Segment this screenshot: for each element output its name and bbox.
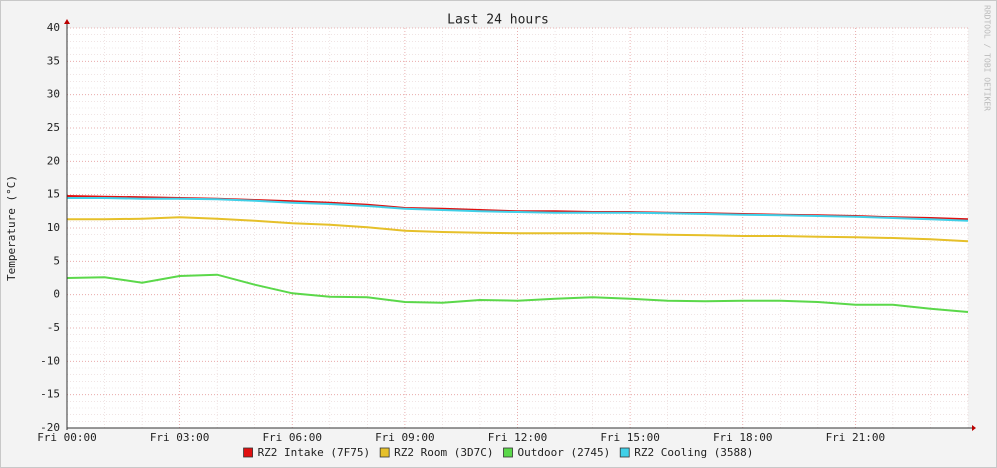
y-tick-label: 15	[47, 188, 60, 201]
chart-title: Last 24 hours	[447, 13, 549, 28]
x-tick-label: Fri 18:00	[713, 431, 773, 444]
series-line	[66, 273, 969, 313]
y-arrow	[64, 19, 70, 24]
legend-swatch	[243, 447, 253, 458]
legend: RZ2 Intake (7F75) RZ2 Room (3D7C) Outdoor …	[243, 446, 753, 459]
y-tick-label: 25	[47, 121, 60, 134]
grid: -20 -15 -10 -5 0 5 10 15 20 25 30 35 40 Fri 00:00 Fri …	[37, 21, 969, 444]
y-tick-label: -20	[40, 421, 60, 434]
x-tick-label: Fri 00:00	[37, 431, 97, 444]
x-tick-label: Fri 15:00	[600, 431, 660, 444]
legend-swatch	[503, 447, 513, 458]
legend-label: RZ2 Intake (7F75)	[258, 446, 371, 459]
y-tick-label: 10	[47, 221, 60, 234]
y-tick-label: 30	[47, 88, 60, 101]
legend-label: RZ2 Room (3D7C)	[394, 446, 493, 459]
y-axis-title: Temperature (°C)	[5, 175, 18, 281]
y-tick-label: 0	[53, 288, 60, 301]
side-text: RRDTOOL / TOBI OETIKER	[983, 5, 992, 111]
y-tick-label: -5	[47, 321, 60, 334]
y-tick-label: 5	[53, 254, 60, 267]
x-tick-label: Fri 21:00	[826, 431, 886, 444]
axes	[64, 19, 976, 431]
x-tick-label: Fri 09:00	[375, 431, 435, 444]
x-tick-label: Fri 12:00	[488, 431, 548, 444]
y-tick-label: -15	[40, 388, 60, 401]
x-tick-label: Fri 03:00	[150, 431, 210, 444]
legend-label: RZ2 Cooling (3588)	[634, 446, 753, 459]
y-tick-label: 40	[47, 21, 60, 34]
y-tick-label: 35	[47, 54, 60, 67]
legend-label: Outdoor (2745)	[518, 446, 611, 459]
y-tick-label: -10	[40, 354, 60, 367]
legend-swatch	[619, 447, 630, 458]
series-line	[67, 197, 969, 222]
x-arrow	[972, 425, 976, 431]
y-tick-label: 20	[47, 154, 60, 167]
lines	[66, 195, 969, 313]
series-line	[67, 216, 969, 243]
x-tick-label: Fri 06:00	[262, 431, 322, 444]
legend-swatch	[379, 447, 390, 458]
